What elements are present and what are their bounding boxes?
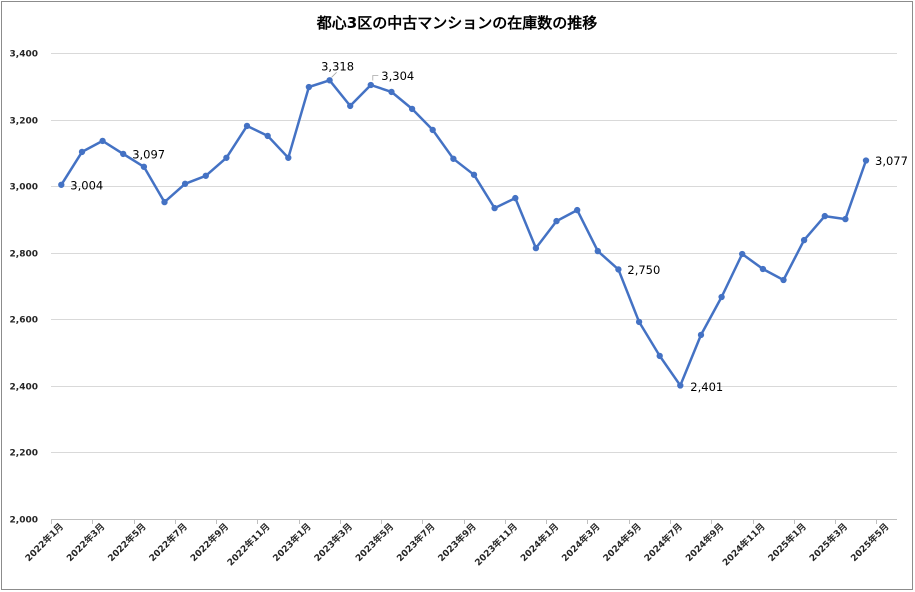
- data-labels: 3,004 3,097 3,318 3,304 2,750 2,401 3,077: [70, 59, 908, 394]
- data-point: [429, 126, 436, 134]
- data-label: 3,318: [321, 59, 354, 73]
- data-point: [532, 244, 540, 252]
- y-tick-label: 3,200: [10, 117, 38, 127]
- y-tick-label: 2,400: [10, 383, 38, 393]
- y-tick-label: 2,000: [10, 516, 38, 526]
- data-point: [739, 250, 746, 258]
- data-point: [780, 276, 787, 284]
- series-line-group: [58, 77, 870, 389]
- data-point: [367, 81, 374, 89]
- data-point: [759, 265, 767, 273]
- data-point: [862, 157, 870, 164]
- y-tick-label: 2,800: [10, 250, 38, 260]
- data-point: [594, 247, 601, 255]
- y-tick-label: 2,200: [10, 449, 38, 459]
- data-point: [677, 382, 684, 389]
- data-label-leader-line: [372, 75, 379, 81]
- data-point: [99, 137, 106, 145]
- data-point: [181, 180, 189, 187]
- data-point: [656, 352, 663, 360]
- data-point: [697, 331, 705, 339]
- data-point: [58, 181, 65, 188]
- data-point: [635, 318, 643, 326]
- data-point: [120, 150, 127, 158]
- data-label: 2,750: [627, 263, 660, 277]
- data-point: [821, 212, 828, 220]
- chart-title: 都心3区の中古マンションの在庫数の推移: [316, 14, 597, 32]
- data-point: [202, 172, 209, 179]
- data-point: [615, 266, 622, 273]
- data-point: [553, 217, 560, 225]
- data-label-leader-line: [331, 72, 337, 78]
- data-point: [842, 215, 849, 223]
- data-point: [285, 154, 292, 161]
- data-point: [161, 198, 168, 206]
- y-tick-label: 3,000: [10, 183, 38, 193]
- data-label: 3,004: [70, 178, 103, 192]
- y-tick-label: 2,600: [10, 316, 38, 326]
- data-point: [243, 122, 251, 130]
- data-point: [800, 236, 808, 244]
- data-point: [388, 88, 395, 96]
- gridlines: [51, 53, 897, 520]
- data-point: [140, 163, 148, 170]
- data-label: 3,097: [132, 147, 165, 161]
- data-point: [223, 154, 230, 161]
- data-label: 2,401: [690, 380, 723, 394]
- data-point: [491, 204, 498, 212]
- data-point: [718, 293, 725, 301]
- series-line: [60, 79, 868, 387]
- data-point: [450, 155, 457, 162]
- data-label: 3,077: [875, 154, 908, 168]
- data-point: [512, 194, 519, 202]
- data-point: [78, 148, 86, 156]
- data-point: [347, 102, 354, 110]
- data-point: [408, 105, 416, 113]
- y-axis: 2,000 2,200 2,400 2,600 2,800 3,000 3,200 3,400: [10, 50, 38, 526]
- y-tick-label: 3,400: [10, 50, 38, 60]
- data-point: [305, 83, 313, 91]
- data-point: [574, 206, 581, 214]
- data-label: 3,304: [381, 69, 414, 83]
- data-point: [470, 171, 478, 178]
- data-point: [264, 132, 271, 140]
- data-point: [326, 77, 333, 84]
